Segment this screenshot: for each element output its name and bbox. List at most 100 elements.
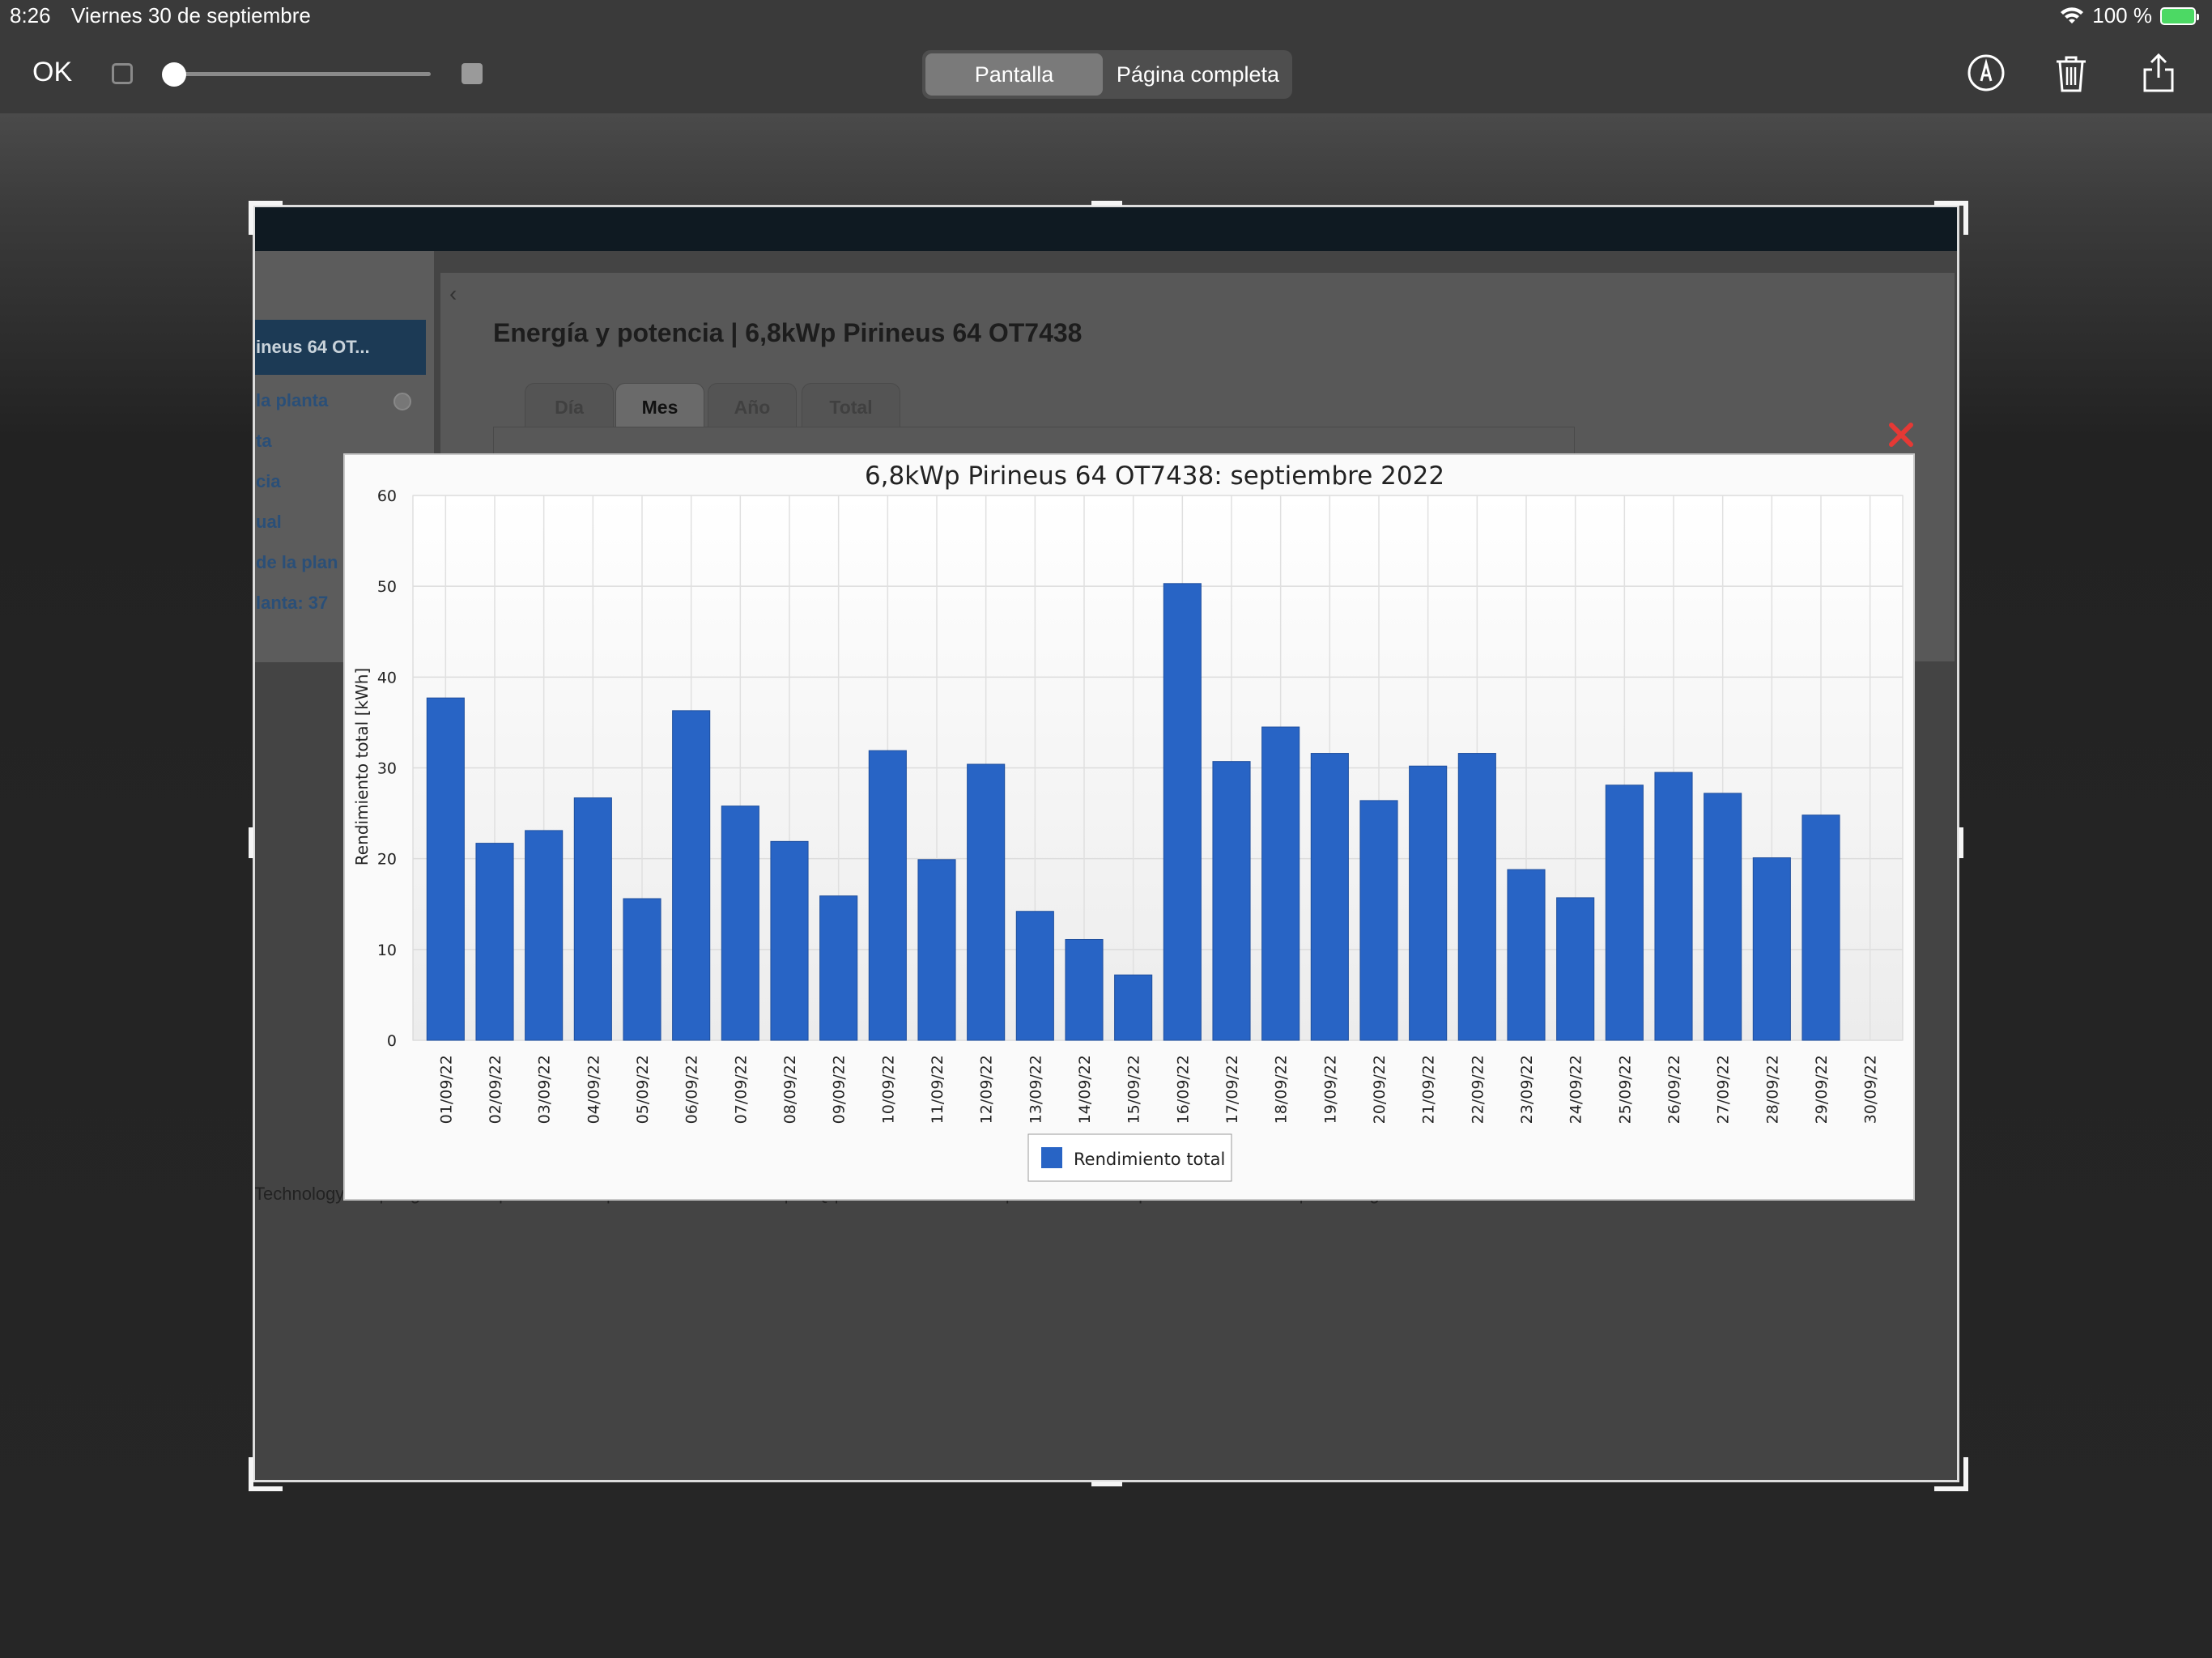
bar-15/09/22	[1114, 974, 1153, 1041]
x-tick-label: 02/09/22	[487, 1055, 504, 1124]
x-tick-label: 29/09/22	[1813, 1055, 1831, 1124]
bar-25/09/22	[1605, 784, 1644, 1041]
wifi-icon	[2061, 6, 2084, 23]
ok-button[interactable]: OK	[32, 57, 73, 87]
bar-07/09/22	[721, 806, 759, 1041]
bar-14/09/22	[1065, 938, 1104, 1041]
x-tick-label: 30/09/22	[1862, 1055, 1880, 1124]
chart-popup: 0 10 20 30 40 50 60 01/09/22 02/09/22 03/09/22 04…	[343, 453, 1915, 1201]
crop-handle-left[interactable]	[249, 827, 253, 858]
x-tick-label: 17/09/22	[1223, 1055, 1241, 1124]
x-tick-label: 20/09/22	[1371, 1055, 1389, 1124]
tab-full-page[interactable]: Página completa	[1116, 62, 1280, 87]
x-tick-label: 28/09/22	[1763, 1055, 1781, 1124]
globe-icon	[393, 393, 411, 410]
legend-swatch	[1041, 1147, 1062, 1168]
sidebar-link[interactable]: la planta	[256, 390, 329, 410]
tab-day[interactable]: Día	[525, 383, 614, 427]
crop-handle-top-right[interactable]	[1934, 201, 1968, 235]
legend: Rendimiento total	[1027, 1133, 1232, 1182]
x-tick-label: 09/09/22	[831, 1055, 849, 1124]
x-tick-label: 08/09/22	[781, 1055, 799, 1124]
view-segmented-control: Pantalla Página completa	[922, 50, 1292, 99]
chevron-left-icon[interactable]: ‹	[449, 281, 457, 306]
energy-bar-chart: 0 10 20 30 40 50 60 01/09/22 02/09/22 03/09/22 04…	[345, 455, 1913, 1199]
x-tick-label: 11/09/22	[929, 1055, 946, 1124]
bar-27/09/22	[1704, 793, 1742, 1041]
bar-10/09/22	[868, 750, 907, 1041]
y-tick-label: 10	[377, 942, 397, 959]
portal-header	[254, 205, 1959, 251]
x-tick-label: 03/09/22	[536, 1055, 554, 1124]
page-title: Energía y potencia | 6,8kWp Pirineus 64 …	[493, 318, 1083, 347]
x-tick-label: 10/09/22	[879, 1055, 897, 1124]
bar-09/09/22	[819, 895, 858, 1041]
tab-total[interactable]: Total	[802, 383, 900, 427]
sidebar-plant-name[interactable]: ineus 64 OT...	[254, 320, 426, 375]
sidebar-link[interactable]: cia	[256, 471, 281, 491]
bar-23/09/22	[1507, 869, 1546, 1041]
tab-year[interactable]: Año	[708, 383, 797, 427]
tab-month[interactable]: Mes	[615, 383, 704, 427]
markup-icon[interactable]	[1963, 50, 2009, 96]
sidebar-link[interactable]: ual	[256, 512, 282, 532]
bar-03/09/22	[525, 830, 564, 1041]
bar-04/09/22	[573, 797, 612, 1041]
x-tick-label: 26/09/22	[1665, 1055, 1683, 1124]
crop-handle-bottom-right[interactable]	[1934, 1457, 1968, 1491]
x-tick-label: 25/09/22	[1616, 1055, 1634, 1124]
bar-29/09/22	[1802, 814, 1840, 1041]
bar-13/09/22	[1015, 911, 1054, 1041]
status-right: 100 %	[2060, 3, 2199, 28]
bar-06/09/22	[672, 710, 711, 1041]
sidebar-link[interactable]: ta	[256, 431, 272, 451]
zoom-slider[interactable]	[170, 72, 431, 76]
x-tick-label: 27/09/22	[1715, 1055, 1733, 1124]
x-tick-label: 16/09/22	[1174, 1055, 1192, 1124]
crop-handle-top-left[interactable]	[249, 201, 283, 235]
share-icon[interactable]	[2136, 50, 2181, 96]
bar-05/09/22	[623, 898, 661, 1041]
crop-toggle-icon[interactable]	[112, 63, 133, 84]
x-tick-label: 06/09/22	[683, 1055, 701, 1124]
bar-22/09/22	[1457, 753, 1496, 1041]
bar-18/09/22	[1261, 726, 1300, 1041]
bar-19/09/22	[1310, 753, 1349, 1041]
bar-20/09/22	[1359, 800, 1398, 1041]
close-icon[interactable]	[1887, 420, 1916, 449]
y-tick-label: 40	[377, 669, 397, 687]
sidebar-link[interactable]: lanta: 37	[256, 593, 329, 613]
x-tick-label: 21/09/22	[1420, 1055, 1438, 1124]
editor-toolbar: OK Pantalla Página completa	[0, 32, 2212, 113]
x-tick-label: 24/09/22	[1568, 1055, 1585, 1124]
x-tick-label: 18/09/22	[1273, 1055, 1291, 1124]
crop-handle-right[interactable]	[1959, 827, 1963, 858]
sidebar-link[interactable]: de la plan	[256, 552, 338, 572]
x-tick-label: 19/09/22	[1321, 1055, 1339, 1124]
x-tick-label: 07/09/22	[732, 1055, 750, 1124]
crop-handle-bottom[interactable]	[1091, 1482, 1122, 1486]
full-crop-icon[interactable]	[462, 63, 483, 84]
crop-handle-top[interactable]	[1091, 201, 1122, 206]
tab-screen[interactable]: Pantalla	[925, 53, 1103, 96]
x-tick-label: 22/09/22	[1469, 1055, 1487, 1124]
zoom-slider-thumb[interactable]	[162, 62, 186, 87]
status-bar: 8:26 Viernes 30 de septiembre 100 %	[0, 0, 2212, 32]
trash-icon[interactable]	[2048, 50, 2094, 96]
y-tick-label: 20	[377, 851, 397, 869]
x-tick-label: 01/09/22	[437, 1055, 455, 1124]
bar-21/09/22	[1409, 765, 1448, 1041]
x-tick-label: 12/09/22	[978, 1055, 996, 1124]
x-tick-label: 04/09/22	[585, 1055, 602, 1124]
battery-icon	[2160, 6, 2199, 25]
crop-handle-bottom-left[interactable]	[249, 1457, 283, 1491]
y-tick-label: 30	[377, 760, 397, 778]
x-tick-label: 05/09/22	[634, 1055, 652, 1124]
bar-01/09/22	[426, 697, 465, 1041]
bar-12/09/22	[967, 763, 1006, 1041]
y-tick-label: 0	[387, 1032, 397, 1050]
bar-24/09/22	[1556, 897, 1595, 1041]
bar-11/09/22	[917, 859, 956, 1041]
bar-28/09/22	[1752, 857, 1791, 1041]
bar-17/09/22	[1212, 761, 1251, 1041]
